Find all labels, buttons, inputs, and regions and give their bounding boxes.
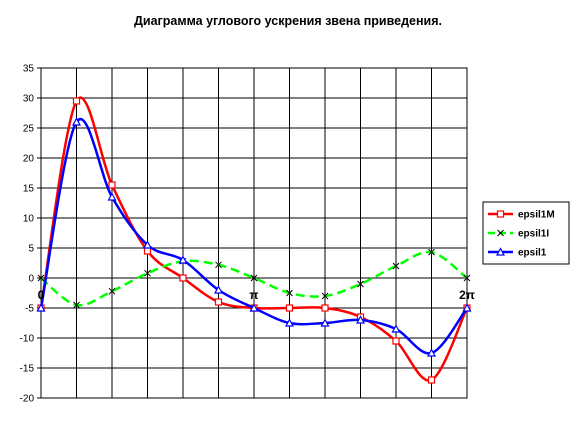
marker-x-stroke — [321, 292, 329, 300]
marker-x-stroke — [37, 274, 45, 282]
point-epsil1 — [355, 315, 366, 324]
marker-x-stroke — [497, 229, 504, 237]
point-epsil1I — [215, 261, 222, 269]
point-epsil1I — [73, 301, 80, 309]
series-layer — [36, 96, 472, 384]
marker-x-stroke — [357, 280, 364, 288]
legend-marker-epsil1I — [497, 229, 504, 237]
plot-border — [40, 67, 468, 399]
point-epsil1 — [36, 303, 46, 312]
point-epsil1M — [72, 97, 81, 105]
legend-label-epsil1M: epsil1M — [518, 210, 555, 221]
point-epsil1M — [321, 304, 329, 312]
marker-x-stroke — [73, 301, 80, 309]
point-epsil1M — [108, 181, 116, 189]
marker-x-stroke — [108, 287, 116, 295]
y-tick-label: 10 — [23, 214, 35, 225]
point-epsil1M — [214, 298, 223, 306]
legend-marker-epsil1M — [496, 210, 505, 218]
point-epsil1 — [320, 318, 330, 327]
point-epsil1M — [427, 376, 436, 384]
marker-x-stroke — [286, 289, 293, 297]
point-epsil1I — [144, 269, 151, 277]
marker-x-stroke — [392, 262, 400, 270]
y-tick-label: 20 — [23, 154, 35, 165]
y-tick-label: 0 — [28, 274, 34, 285]
point-epsil1 — [462, 303, 472, 312]
marker-x-stroke — [428, 248, 435, 256]
point-epsil1 — [178, 255, 188, 264]
y-tick-label: -20 — [20, 394, 35, 405]
y-tick-label: -10 — [20, 334, 35, 345]
point-epsil1I — [321, 292, 329, 300]
point-epsil1M — [179, 274, 187, 282]
y-tick-label: -15 — [20, 364, 35, 375]
point-epsil1 — [107, 192, 117, 201]
point-epsil1I — [37, 274, 45, 282]
y-tick-label: 5 — [28, 244, 34, 255]
marker-x-stroke — [215, 261, 222, 269]
point-epsil1 — [142, 240, 153, 249]
point-epsil1 — [249, 303, 259, 312]
marker-x-stroke — [250, 274, 258, 282]
point-epsil1I — [392, 262, 400, 270]
label-layer: -20 -15 -10 -5 0 5 10 15 20 25 30 35 0 π 2π — [20, 64, 475, 405]
point-epsil1I — [286, 289, 293, 297]
legend-marker-epsil1 — [495, 247, 506, 256]
point-epsil1M — [143, 247, 152, 255]
point-epsil1 — [426, 348, 437, 357]
legend: epsil1M epsil1I epsil1 — [482, 201, 570, 265]
y-tick-label: 15 — [23, 184, 35, 195]
point-epsil1I — [108, 287, 116, 295]
point-epsil1 — [71, 117, 82, 126]
y-tick-label: 35 — [23, 64, 35, 75]
marker-x-stroke — [144, 269, 151, 277]
point-epsil1M — [285, 304, 294, 312]
legend-label-epsil1: epsil1 — [518, 248, 547, 259]
point-epsil1I — [463, 274, 471, 282]
y-tick-label: 25 — [23, 124, 35, 135]
point-epsil1 — [391, 324, 401, 333]
point-epsil1I — [428, 248, 435, 256]
series-line-epsil1 — [39, 117, 469, 355]
y-tick-label: 30 — [23, 94, 35, 105]
chart-title: Диаграмма углового ускрения звена привед… — [134, 14, 442, 28]
point-epsil1 — [213, 285, 224, 294]
point-epsil1I — [250, 274, 258, 282]
y-tick-label: -5 — [25, 304, 34, 315]
marker-x-stroke — [463, 274, 471, 282]
point-epsil1I — [357, 280, 364, 288]
x-category-label: π — [249, 288, 258, 302]
x-category-label: 0 — [38, 288, 45, 302]
point-epsil1M — [392, 337, 400, 345]
legend-label-epsil1I: epsil1I — [518, 229, 549, 240]
x-category-label: 2π — [459, 288, 475, 302]
point-epsil1 — [284, 318, 295, 327]
